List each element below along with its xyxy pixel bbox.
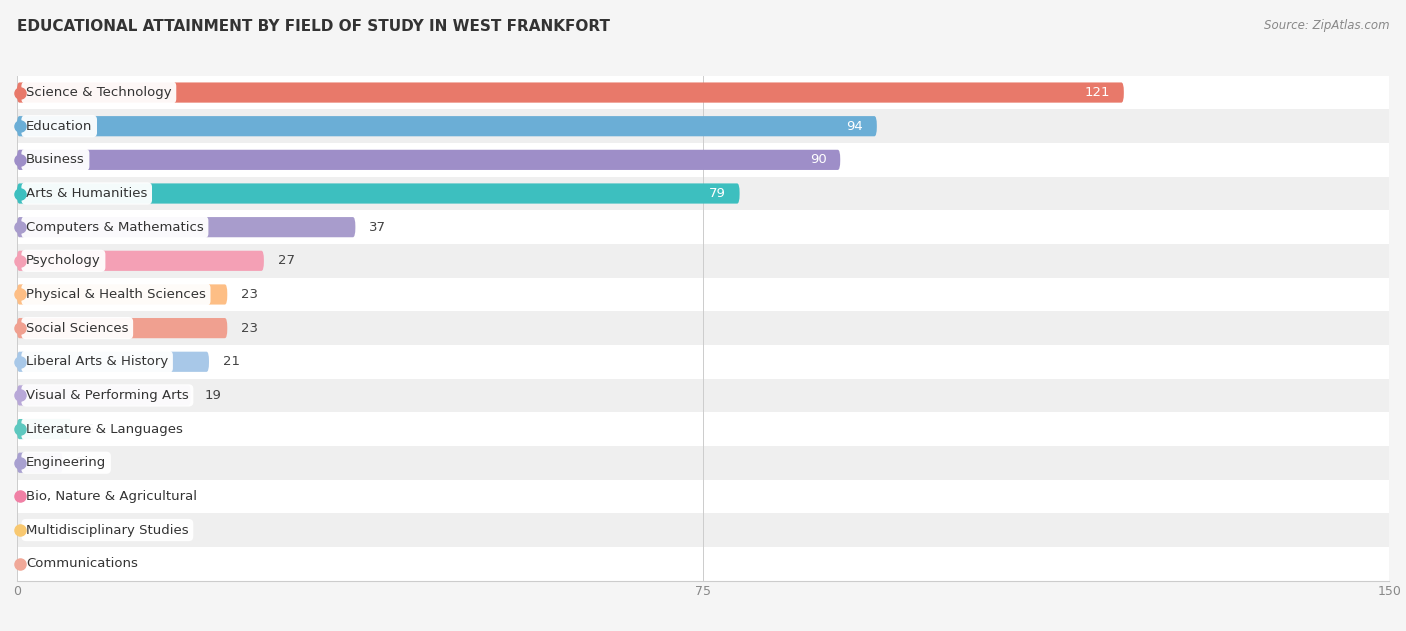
Bar	[17, 446, 1389, 480]
Bar	[17, 210, 1389, 244]
Text: Business: Business	[27, 153, 84, 167]
FancyBboxPatch shape	[17, 285, 228, 305]
Bar	[17, 547, 1389, 581]
FancyBboxPatch shape	[17, 386, 191, 406]
Text: Source: ZipAtlas.com: Source: ZipAtlas.com	[1264, 19, 1389, 32]
FancyBboxPatch shape	[17, 116, 877, 136]
Text: EDUCATIONAL ATTAINMENT BY FIELD OF STUDY IN WEST FRANKFORT: EDUCATIONAL ATTAINMENT BY FIELD OF STUDY…	[17, 19, 610, 34]
Bar	[17, 311, 1389, 345]
Text: 23: 23	[240, 322, 259, 334]
Bar	[17, 480, 1389, 513]
Text: 0: 0	[31, 524, 39, 536]
FancyBboxPatch shape	[17, 217, 356, 237]
Text: 94: 94	[846, 120, 863, 133]
Text: 37: 37	[370, 221, 387, 233]
FancyBboxPatch shape	[17, 351, 209, 372]
FancyBboxPatch shape	[17, 150, 841, 170]
Bar	[17, 345, 1389, 379]
Text: Psychology: Psychology	[27, 254, 101, 268]
Text: Multidisciplinary Studies: Multidisciplinary Studies	[27, 524, 188, 536]
FancyBboxPatch shape	[17, 318, 228, 338]
Bar	[17, 412, 1389, 446]
Bar	[17, 76, 1389, 109]
Bar	[17, 177, 1389, 210]
Text: 6: 6	[86, 423, 94, 435]
Text: Social Sciences: Social Sciences	[27, 322, 128, 334]
Text: 90: 90	[810, 153, 827, 167]
FancyBboxPatch shape	[17, 419, 72, 439]
Text: Computers & Mathematics: Computers & Mathematics	[27, 221, 204, 233]
Text: 23: 23	[240, 288, 259, 301]
Text: 27: 27	[277, 254, 295, 268]
Text: Communications: Communications	[27, 557, 138, 570]
Text: 21: 21	[222, 355, 239, 369]
Bar	[17, 379, 1389, 412]
Text: Visual & Performing Arts: Visual & Performing Arts	[27, 389, 188, 402]
Text: Bio, Nature & Agricultural: Bio, Nature & Agricultural	[27, 490, 197, 503]
Bar	[17, 143, 1389, 177]
Bar	[17, 513, 1389, 547]
FancyBboxPatch shape	[17, 452, 63, 473]
FancyBboxPatch shape	[17, 251, 264, 271]
Text: Literature & Languages: Literature & Languages	[27, 423, 183, 435]
Text: 19: 19	[204, 389, 221, 402]
Text: Arts & Humanities: Arts & Humanities	[27, 187, 148, 200]
Text: 5: 5	[76, 456, 84, 469]
Text: Education: Education	[27, 120, 93, 133]
Text: 0: 0	[31, 490, 39, 503]
Text: 0: 0	[31, 557, 39, 570]
Bar	[17, 278, 1389, 311]
FancyBboxPatch shape	[17, 83, 1123, 103]
Text: 121: 121	[1084, 86, 1111, 99]
Bar	[17, 244, 1389, 278]
Text: Physical & Health Sciences: Physical & Health Sciences	[27, 288, 205, 301]
Text: 79: 79	[709, 187, 725, 200]
Bar	[17, 109, 1389, 143]
Text: Liberal Arts & History: Liberal Arts & History	[27, 355, 169, 369]
Text: Science & Technology: Science & Technology	[27, 86, 172, 99]
FancyBboxPatch shape	[17, 184, 740, 204]
Text: Engineering: Engineering	[27, 456, 107, 469]
